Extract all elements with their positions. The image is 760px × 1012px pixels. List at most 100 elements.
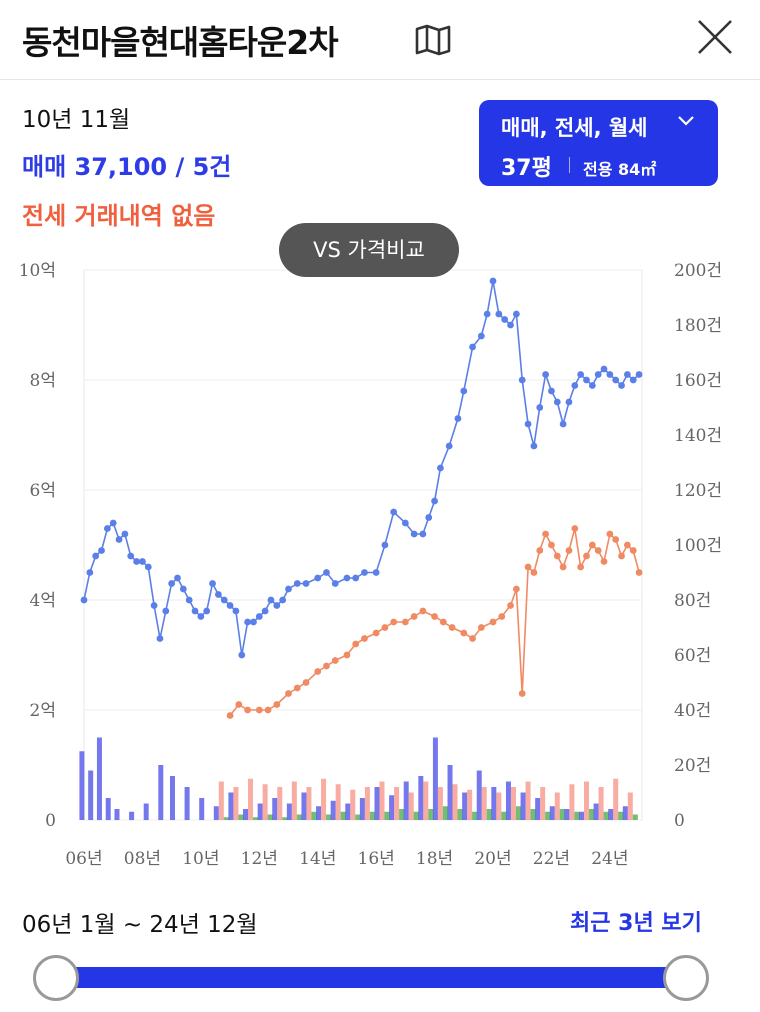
jeonse-price-point [331, 657, 339, 664]
sale-volume-bar [96, 737, 102, 820]
sale-price-point [612, 376, 620, 384]
sale-price-point [489, 277, 497, 285]
jeonse-price-point [381, 624, 389, 631]
sale-price-point [133, 558, 140, 565]
monthly-volume-bar [603, 811, 609, 820]
sale-price-point [127, 552, 135, 560]
jeonse-price-point [352, 640, 360, 648]
range-start-handle[interactable] [33, 955, 79, 1001]
jeonse-price-point [548, 541, 555, 549]
jeonse-price-point [244, 706, 252, 714]
date-range-slider-track[interactable] [56, 967, 686, 988]
sale-price-point [530, 442, 538, 450]
jeonse-volume-bar [613, 778, 619, 820]
sale-volume-bar [330, 800, 336, 820]
jeonse-price-point [577, 563, 585, 571]
jeonse-volume-bar [306, 787, 312, 820]
sale-price-point [507, 321, 514, 329]
jeonse-price-point [623, 541, 631, 549]
monthly-volume-bar [355, 814, 361, 820]
sale-price-point [156, 635, 164, 642]
jeonse-price-point [600, 558, 608, 565]
sale-volume-bar [184, 787, 190, 820]
jeonse-price-point [489, 618, 497, 626]
monthly-volume-bar [253, 817, 259, 820]
sale-price-point [98, 547, 105, 554]
jeonse-price-point [448, 624, 456, 631]
sale-volume-bar [374, 787, 380, 820]
divider [569, 157, 570, 173]
price-chart: 0 2억 4억 6억 8억 10억 0 20건 40건 60건 80건 100건 120건 140건 160… [19, 261, 722, 869]
monthly-volume-bar [515, 806, 521, 820]
monthly-volume-bar [223, 817, 229, 820]
sale-price-point [635, 371, 643, 378]
exclusive-area-label: 전용 84㎡ [583, 160, 657, 179]
sale-price-point [109, 519, 117, 527]
jeonse-volume-bar [554, 792, 560, 820]
sale-price-point [571, 382, 579, 389]
jeonse-price-point [410, 613, 418, 620]
sale-volume-bar [114, 809, 120, 820]
jeonse-volume-bar [218, 781, 224, 820]
sale-volume-bar [105, 798, 111, 820]
y-left-tick-label: 8억 [30, 371, 56, 391]
jeonse-price-point [285, 690, 292, 697]
jeonse-volume-bar [262, 784, 268, 820]
monthly-volume-bar [530, 809, 536, 820]
sale-volume-bar [491, 787, 497, 820]
jeonse-price-point [293, 684, 301, 692]
sale-price-point [588, 382, 596, 389]
map-icon[interactable] [414, 24, 452, 56]
sale-price-point [331, 580, 339, 587]
sale-price-point [437, 464, 444, 472]
sale-price-point [559, 420, 567, 428]
close-icon[interactable] [693, 15, 737, 59]
sale-volume-bar [228, 792, 234, 820]
chevron-down-icon [678, 116, 694, 126]
sale-price-point [583, 376, 590, 384]
jeonse-volume-bar [277, 787, 283, 820]
sale-volume-bar [143, 803, 149, 820]
sale-volume-bar [199, 798, 205, 820]
jeonse-volume-bar [437, 787, 443, 820]
sale-price-point [477, 332, 485, 340]
sale-price-point [381, 541, 389, 549]
jeonse-price-point [612, 536, 620, 543]
sale-volume-bar [359, 798, 365, 820]
sale-price-point [372, 569, 380, 576]
sale-price-point [629, 376, 637, 384]
jeonse-price-point [226, 712, 234, 719]
y-left-tick-label: 6억 [30, 481, 56, 501]
jeonse-volume-bar [379, 781, 385, 820]
jeonse-volume-bar [569, 784, 575, 820]
range-end-handle[interactable] [663, 955, 709, 1001]
jeonse-volume-bar [452, 784, 458, 820]
price-compare-button[interactable]: VS 가격비교 [279, 223, 459, 277]
jeonse-volume-bar [583, 781, 589, 820]
x-tick-label: 10년 [182, 849, 219, 869]
monthly-volume-bar [267, 814, 273, 820]
jeonse-volume-bar [233, 787, 239, 820]
sale-price-point [618, 382, 625, 389]
jeonse-volume-bar [540, 787, 546, 820]
sale-price-point [261, 607, 269, 615]
jeonse-price-point [530, 569, 538, 576]
sale-price-point [185, 596, 193, 604]
x-tick-label: 16년 [358, 849, 395, 869]
jeonse-price-point [507, 602, 514, 609]
sale-price-point [501, 316, 509, 323]
sale-price-point [220, 596, 228, 604]
date-range-label: 06년 1월 ~ 24년 12월 [22, 912, 258, 938]
jeonse-price-point [273, 701, 281, 708]
jeonse-price-point [431, 613, 438, 620]
jeonse-price-point [302, 679, 310, 686]
jeonse-volume-bar [248, 778, 254, 820]
trade-type-filter-button[interactable]: 매매, 전세, 월세 37평 전용 84㎡ [479, 100, 718, 186]
jeonse-price-point [361, 635, 368, 642]
recent-3-years-button[interactable]: 최근 3년 보기 [570, 911, 702, 936]
monthly-volume-bar [399, 809, 405, 820]
sale-volume-bar [447, 765, 453, 820]
jeonse-price-point [498, 613, 506, 620]
y-right-tick-label: 140건 [674, 426, 722, 446]
jeonse-price-point [518, 690, 526, 697]
